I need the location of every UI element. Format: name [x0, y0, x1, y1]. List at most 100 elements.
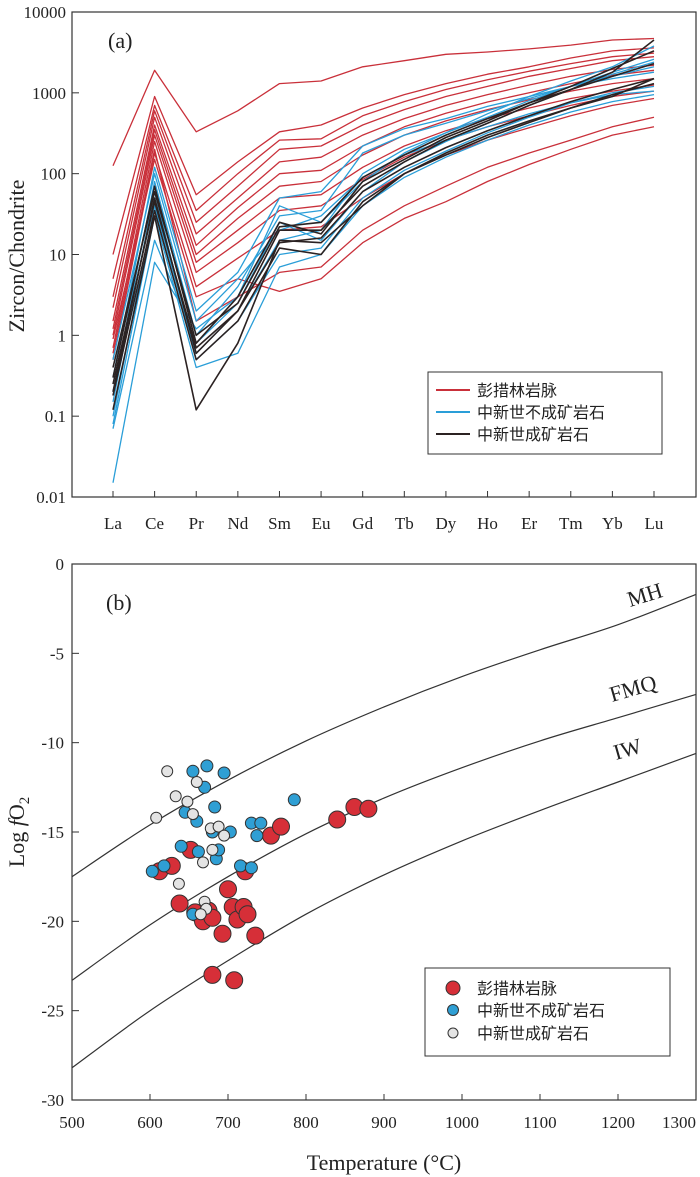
b-point-s1-8: [200, 759, 214, 773]
b-point-s1-20: [287, 793, 301, 807]
buffer-label-fmq: FMQ: [606, 670, 659, 707]
a-x-tick-label: Pr: [189, 514, 204, 533]
b-y-tick-label: 0: [56, 555, 65, 574]
b-point-s0-8: [213, 924, 232, 943]
b-point-s1-19: [254, 816, 268, 830]
panel-b-legend: 彭措林岩脉 中新世不成矿岩石 中新世成矿岩石: [424, 967, 671, 1057]
legend-b-marker-1: [447, 1004, 459, 1016]
a-series-line-10: [112, 126, 655, 340]
b-x-tick-label: 600: [137, 1113, 163, 1132]
b-point-s0-20: [328, 810, 347, 829]
a-series-line-2: [112, 52, 655, 279]
a-series-line-25: [112, 82, 655, 396]
panel-a-y-axis-label: Zircon/Chondrite: [4, 180, 29, 333]
b-point-s2-6: [190, 776, 203, 788]
b-x-tick-label: 1300: [662, 1113, 696, 1132]
b-point-s0-2: [170, 894, 189, 913]
buffer-curve-iw: [71, 752, 697, 1069]
a-series-line-4: [112, 64, 655, 308]
a-x-tick-label: Yb: [602, 514, 623, 533]
panel-a-series: [112, 37, 655, 483]
buffer-label-mh: MH: [624, 577, 665, 611]
b-point-s2-3: [172, 877, 185, 890]
panel-a-x-ticks: La Ce Pr Nd Sm Eu Gd Tb Dy Ho Er Tm Yb Lu: [104, 491, 664, 533]
b-point-s2-11: [212, 820, 225, 833]
a-y-tick-label: 1: [58, 326, 67, 345]
panel-a: (a) 0.01 0.1 1 10 100 1000 10000 La Ce Pr Nd Sm Eu G…: [4, 3, 697, 533]
b-point-s0-13: [238, 905, 257, 924]
a-series-line-23: [112, 62, 655, 368]
b-point-s1-15: [234, 859, 247, 873]
y-label-o: O: [4, 804, 29, 820]
b-point-s2-14: [194, 908, 207, 921]
a-series-line-3: [112, 56, 655, 297]
panel-a-y-ticks: 0.01 0.1 1 10 100 1000 10000: [24, 3, 79, 507]
y-label-sub: 2: [17, 797, 33, 805]
b-point-s1-10: [208, 800, 222, 814]
a-x-tick-label: Gd: [352, 514, 373, 533]
legend-b-label-1: 中新世不成矿岩石: [477, 1001, 605, 1020]
a-x-tick-label: Lu: [645, 514, 664, 533]
a-x-tick-label: Eu: [312, 514, 331, 533]
panel-b-y-ticks: 0 -5 -10 -15 -20 -25 -30: [41, 555, 79, 1110]
b-point-s0-19: [272, 817, 290, 836]
b-point-s1-16: [244, 861, 258, 875]
b-point-s0-16: [203, 965, 222, 984]
a-y-tick-label: 0.1: [45, 407, 66, 426]
buffer-curve-mh: [71, 593, 697, 878]
a-x-tick-label: Ho: [477, 514, 498, 533]
a-x-tick-label: Tb: [395, 514, 414, 533]
panel-a-label: (a): [108, 28, 132, 53]
legend-b-marker-0: [445, 980, 461, 996]
a-series-line-18: [112, 90, 655, 360]
b-point-s1-4: [186, 764, 200, 778]
legend-a-label-0: 彭措林岩脉: [477, 381, 557, 400]
a-series-line-0: [112, 37, 655, 167]
a-series-line-22: [112, 50, 655, 378]
b-point-s0-22: [359, 799, 378, 818]
b-point-s1-6: [191, 845, 205, 859]
legend-b-label-0: 彭措林岩脉: [477, 979, 557, 998]
b-x-tick-label: 500: [59, 1113, 85, 1132]
panel-b: (b) 0 -5 -10 -15 -20 -25 -30 500 600 700 800 900 10…: [4, 555, 697, 1175]
b-x-tick-label: 1000: [445, 1113, 479, 1132]
b-point-s2-10: [206, 843, 219, 856]
a-series-line-5: [112, 69, 655, 322]
a-series-line-19: [112, 93, 655, 425]
a-series-line-7: [112, 84, 655, 336]
panel-a-legend: 彭措林岩脉 中新世不成矿岩石 中新世成矿岩石: [427, 371, 663, 455]
legend-b-marker-2: [447, 1027, 459, 1039]
b-x-tick-label: 800: [293, 1113, 319, 1132]
panel-b-x-ticks: 500 600 700 800 900 1000 1100 1200 1300: [59, 1094, 697, 1132]
b-x-tick-label: 1100: [523, 1113, 556, 1132]
buffer-label-iw: IW: [610, 733, 644, 765]
a-x-tick-label: La: [104, 514, 122, 533]
a-series-line-8: [112, 90, 655, 349]
a-series-line-9: [112, 97, 655, 360]
b-point-s2-0: [150, 811, 163, 824]
b-point-s2-5: [186, 808, 199, 821]
legend-a-label-1: 中新世不成矿岩石: [477, 403, 605, 422]
a-series-line-24: [112, 77, 655, 385]
a-series-line-11: [112, 116, 655, 354]
b-point-s2-2: [169, 790, 182, 803]
b-point-s2-12: [218, 829, 231, 842]
a-x-tick-label: Ce: [145, 514, 164, 533]
a-y-tick-label: 0.01: [36, 488, 66, 507]
b-y-tick-label: -20: [41, 912, 64, 931]
b-point-s1-18: [250, 829, 264, 843]
a-x-tick-label: Er: [521, 514, 537, 533]
panel-b-label: (b): [106, 590, 132, 615]
b-y-tick-label: -5: [50, 644, 64, 663]
b-y-tick-label: -15: [41, 823, 64, 842]
a-series-line-16: [112, 71, 655, 378]
a-x-tick-label: Sm: [268, 514, 291, 533]
a-series-line-12: [112, 45, 655, 483]
a-series-line-1: [112, 47, 655, 255]
a-x-tick-label: Nd: [227, 514, 248, 533]
b-point-s2-4: [181, 795, 194, 808]
panel-b-legend-box: [424, 967, 671, 1057]
a-y-tick-label: 10: [49, 246, 66, 265]
b-point-s2-1: [161, 765, 174, 778]
